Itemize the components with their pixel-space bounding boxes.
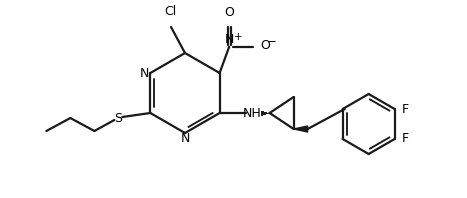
Text: O: O bbox=[260, 39, 270, 52]
Text: −: − bbox=[267, 35, 277, 48]
Text: NH: NH bbox=[242, 107, 261, 120]
Text: +: + bbox=[234, 32, 243, 42]
Text: F: F bbox=[402, 103, 409, 115]
Text: N: N bbox=[140, 67, 149, 80]
Text: O: O bbox=[224, 6, 234, 19]
Polygon shape bbox=[294, 126, 308, 132]
Text: F: F bbox=[402, 132, 409, 146]
Text: S: S bbox=[114, 111, 122, 125]
Text: N: N bbox=[225, 33, 234, 46]
Text: N: N bbox=[180, 132, 190, 145]
Text: Cl: Cl bbox=[164, 5, 176, 18]
